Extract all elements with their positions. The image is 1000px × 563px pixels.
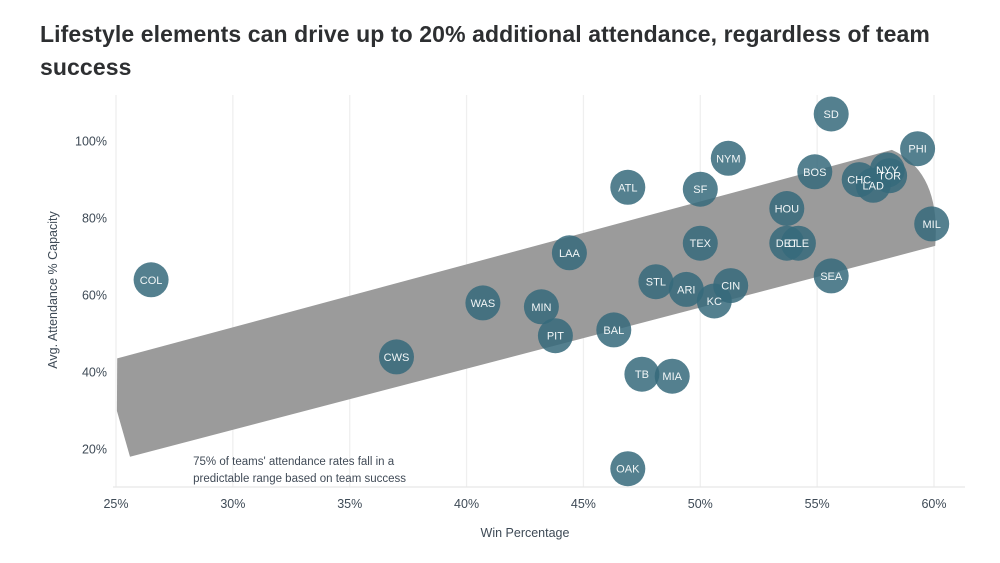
y-tick-80%: 80%: [82, 211, 107, 225]
bubble-label-WAS: WAS: [471, 298, 496, 310]
bubble-label-CLE: CLE: [788, 238, 809, 250]
bubble-label-CHC: CHC: [847, 175, 871, 187]
bubble-label-NYY: NYY: [876, 165, 899, 177]
bubble-label-MIA: MIA: [662, 371, 682, 383]
bubble-PIT[interactable]: [537, 318, 573, 354]
bubble-label-STL: STL: [646, 277, 666, 289]
bubble-OAK[interactable]: [610, 451, 646, 487]
bubble-WAS[interactable]: [465, 285, 501, 321]
bubble-label-CWS: CWS: [384, 352, 410, 364]
y-tick-20%: 20%: [82, 443, 107, 457]
bubble-label-KC: KC: [707, 296, 722, 308]
bubble-ARI[interactable]: [668, 271, 704, 307]
y-tick-40%: 40%: [82, 366, 107, 380]
bubble-LAA[interactable]: [551, 235, 587, 271]
bubble-CWS[interactable]: [379, 339, 414, 375]
bubble-label-BAL: BAL: [603, 325, 624, 337]
chart-title: Lifestyle elements can drive up to 20% a…: [40, 21, 930, 80]
bubble-NYM[interactable]: [710, 140, 746, 176]
band-annotation-line1: 75% of teams' attendance rates fall in a: [193, 456, 395, 468]
x-tick-30%: 30%: [220, 497, 245, 511]
y-tick-60%: 60%: [82, 289, 107, 303]
bubble-BOS[interactable]: [797, 154, 833, 190]
bubble-SEA[interactable]: [813, 258, 849, 294]
bubble-CIN[interactable]: [713, 268, 749, 304]
bubble-label-SEA: SEA: [820, 271, 843, 283]
bubble-label-PIT: PIT: [547, 331, 564, 343]
bubble-label-LAD: LAD: [862, 180, 883, 192]
x-tick-35%: 35%: [337, 497, 362, 511]
x-tick-55%: 55%: [805, 497, 830, 511]
bubble-label-ARI: ARI: [677, 284, 695, 296]
bubble-CLE[interactable]: [780, 225, 816, 261]
x-tick-45%: 45%: [571, 497, 596, 511]
x-tick-40%: 40%: [454, 497, 479, 511]
bubble-BAL[interactable]: [596, 312, 632, 348]
bubble-label-HOU: HOU: [775, 204, 800, 216]
bubble-label-TEX: TEX: [690, 238, 712, 250]
bubble-label-ATL: ATL: [618, 182, 637, 194]
bubble-MIL[interactable]: [914, 206, 950, 242]
bubble-MIA[interactable]: [654, 358, 690, 394]
y-axis-title: Avg. Attendance % Capacity: [46, 211, 60, 369]
bubble-SD[interactable]: [813, 96, 849, 132]
bubble-HOU[interactable]: [769, 191, 805, 226]
bubble-label-TB: TB: [635, 369, 649, 381]
bubble-label-DET: DET: [776, 238, 798, 250]
bubble-TB[interactable]: [624, 356, 660, 392]
attendance-vs-win-scatter-plot: 75% of teams' attendance rates fall in a…: [46, 95, 965, 540]
bubble-TEX[interactable]: [682, 225, 718, 261]
bubble-label-NYM: NYM: [716, 153, 740, 165]
x-tick-50%: 50%: [688, 497, 713, 511]
bubble-PHI[interactable]: [900, 131, 936, 167]
bubble-ATL[interactable]: [610, 169, 646, 205]
bubble-label-COL: COL: [140, 275, 163, 287]
bubble-STL[interactable]: [638, 264, 674, 300]
bubble-LAD[interactable]: [855, 167, 891, 203]
bubble-SF[interactable]: [682, 171, 718, 207]
bubble-MIN[interactable]: [523, 289, 559, 325]
bubble-label-CIN: CIN: [721, 281, 740, 293]
bubble-label-MIN: MIN: [531, 302, 551, 314]
bubble-label-SD: SD: [824, 109, 839, 121]
bubble-label-OAK: OAK: [616, 464, 640, 476]
bubble-label-TOR: TOR: [878, 171, 901, 183]
bubble-label-SF: SF: [693, 184, 707, 196]
bubble-label-BOS: BOS: [803, 167, 826, 179]
x-axis-title: Win Percentage: [481, 526, 570, 540]
bubble-label-MIL: MIL: [923, 219, 941, 231]
bubble-label-LAA: LAA: [559, 248, 580, 260]
bubble-label-PHI: PHI: [908, 144, 926, 156]
bubble-COL[interactable]: [133, 262, 169, 298]
y-tick-100%: 100%: [75, 134, 107, 148]
band-annotation-line2: predictable range based on team success: [193, 473, 406, 485]
x-tick-25%: 25%: [103, 497, 128, 511]
x-tick-60%: 60%: [921, 497, 946, 511]
